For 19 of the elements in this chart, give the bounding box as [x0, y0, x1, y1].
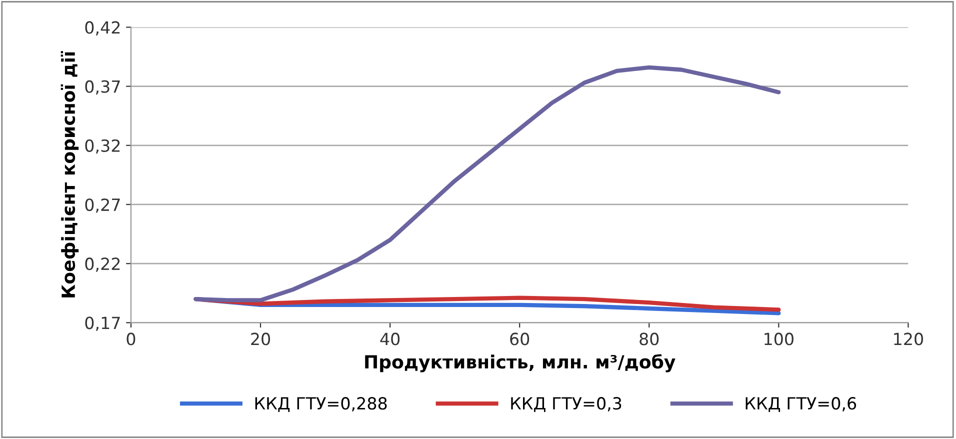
legend-label: ККД ГТУ=0,3	[511, 397, 622, 412]
x-tick-label: 0	[126, 332, 136, 346]
y-axis-title: Коефіцієнт корисної дії	[60, 51, 79, 298]
line-series	[194, 65, 781, 302]
y-tick-label: 0,17	[85, 316, 120, 331]
y-tick-label: 0,27	[85, 198, 120, 213]
x-tick-label: 40	[380, 332, 400, 346]
x-tick-label: 80	[640, 332, 659, 346]
x-axis-title: Продуктивність, млн. м³/добу	[365, 354, 676, 372]
x-tick-label: 60	[510, 332, 530, 346]
y-tick-label: 0,37	[85, 80, 120, 95]
x-tick-label: 20	[251, 332, 270, 346]
x-tick-label: 120	[894, 332, 923, 346]
x-tick-label: 100	[764, 332, 794, 346]
y-tick-label: 0,32	[85, 139, 120, 154]
legend-label: ККД ГТУ=0,6	[746, 397, 856, 412]
legend-label: ККД ГТУ=0,288	[255, 397, 387, 412]
y-tick-label: 0,42	[85, 21, 120, 36]
y-tick-label: 0,22	[85, 258, 120, 272]
